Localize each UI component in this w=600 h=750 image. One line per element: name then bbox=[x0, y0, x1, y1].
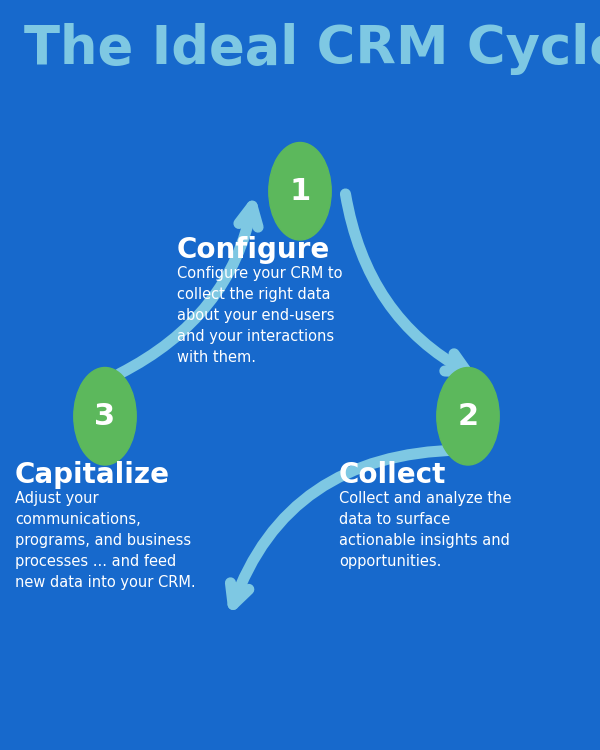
Ellipse shape bbox=[74, 368, 136, 465]
Text: Adjust your
communications,
programs, and business
processes ... and feed
new da: Adjust your communications, programs, an… bbox=[15, 491, 196, 590]
Text: Configure: Configure bbox=[177, 236, 330, 264]
Text: Capitalize: Capitalize bbox=[15, 461, 170, 489]
Ellipse shape bbox=[269, 142, 331, 240]
Text: Collect and analyze the
data to surface
actionable insights and
opportunities.: Collect and analyze the data to surface … bbox=[339, 491, 511, 569]
Text: Configure your CRM to
collect the right data
about your end-users
and your inter: Configure your CRM to collect the right … bbox=[177, 266, 343, 365]
Text: The Ideal CRM Cycle: The Ideal CRM Cycle bbox=[24, 22, 600, 75]
Text: 2: 2 bbox=[457, 402, 479, 430]
Text: Collect: Collect bbox=[339, 461, 446, 489]
Text: 1: 1 bbox=[289, 177, 311, 206]
Text: 3: 3 bbox=[94, 402, 116, 430]
Ellipse shape bbox=[437, 368, 499, 465]
